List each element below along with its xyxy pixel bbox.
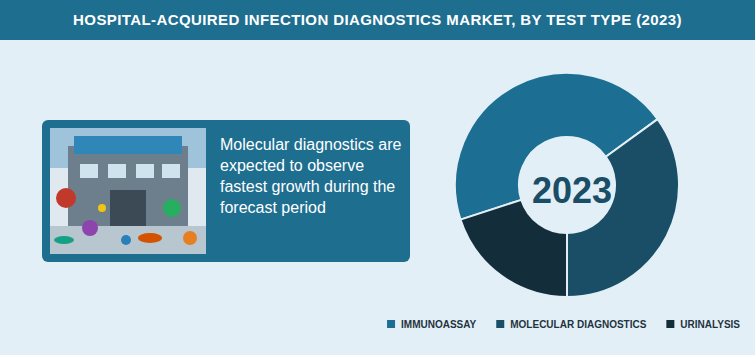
html-text:Molecular diagnostics are expe: Molecular diagnostics are expected to ob… [220, 136, 402, 216]
svg-text:2023: 2023 [532, 170, 612, 211]
svg-text:IMMUNOASSAY: IMMUNOASSAY [401, 319, 477, 330]
svg-text:MOLECULAR DIAGNOSTICS: MOLECULAR DIAGNOSTICS [510, 319, 646, 330]
html-text:HOSPITAL-ACQUIRED INFECTION DI: HOSPITAL-ACQUIRED INFECTION DIAGNOSTICS … [73, 11, 682, 28]
svg-text:URINALYSIS: URINALYSIS [680, 319, 740, 330]
